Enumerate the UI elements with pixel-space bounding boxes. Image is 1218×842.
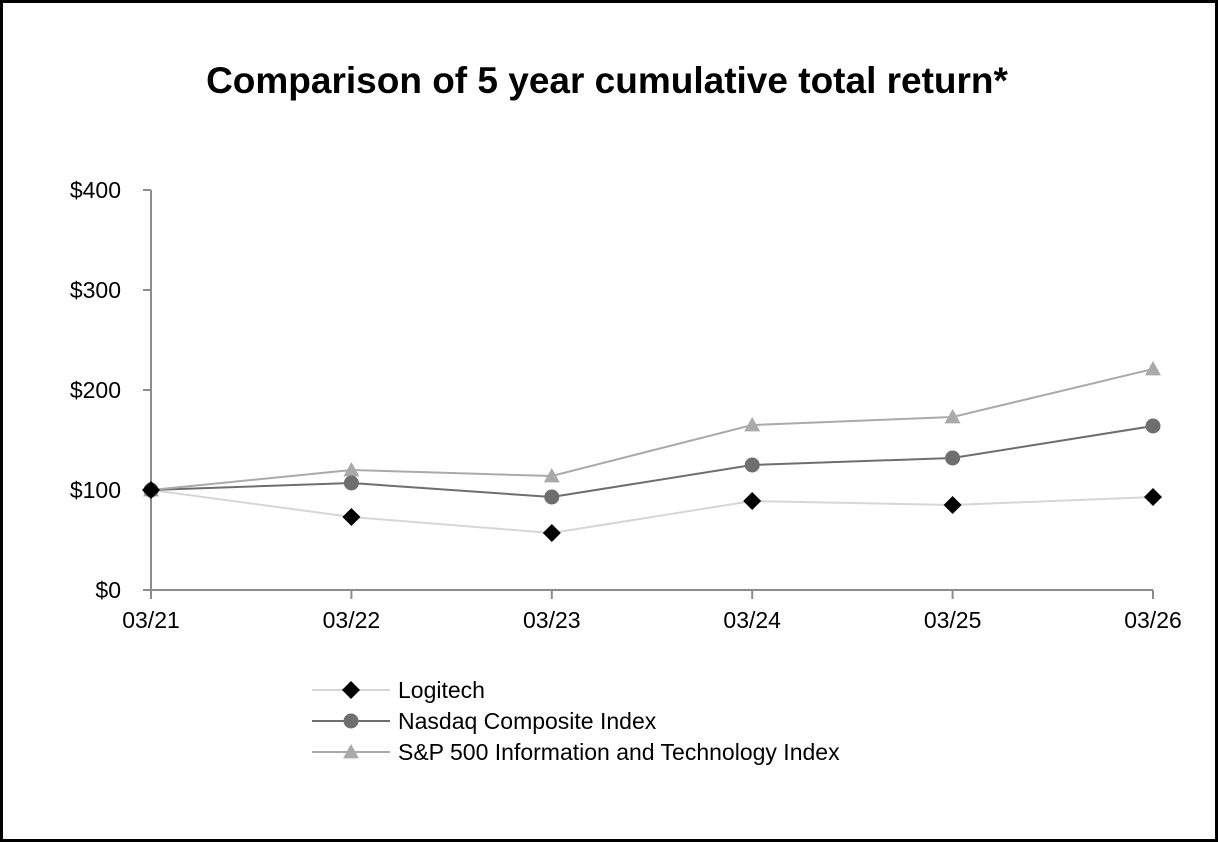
data-point [544, 489, 560, 505]
y-tick-label: $100 [70, 477, 121, 503]
data-point [343, 462, 360, 477]
series-line [150, 425, 1154, 499]
x-tick-label: 03/25 [924, 607, 982, 633]
legend-label: Logitech [398, 677, 485, 703]
y-tick-label: $200 [70, 377, 121, 403]
data-point [1144, 488, 1162, 506]
legend-item: Nasdaq Composite Index [312, 708, 657, 734]
legend-marker [343, 744, 359, 759]
legend-label: S&P 500 Information and Technology Index [398, 739, 840, 765]
series-line [150, 368, 1154, 491]
data-point [744, 417, 761, 432]
data-point [943, 496, 962, 514]
data-point [343, 475, 359, 491]
x-tick-label: 03/21 [122, 607, 180, 633]
data-point [1145, 361, 1161, 376]
series-line [150, 489, 1154, 535]
axes: $0 $100 $200 $300 $400 03/21 03/22 03/23 03/24 03… [70, 177, 1182, 633]
y-tick-label: $400 [70, 177, 121, 203]
data-point [744, 457, 760, 473]
legend-item: S&P 500 Information and Technology Index [312, 739, 840, 765]
data-point [543, 468, 560, 483]
y-tick-label: $0 [95, 577, 121, 603]
x-tick-label: 03/23 [523, 607, 581, 633]
data-point [1145, 418, 1161, 434]
x-tick-label: 03/22 [323, 607, 381, 633]
legend-item: Logitech [312, 677, 485, 703]
data-point [945, 450, 961, 466]
data-point [743, 492, 762, 510]
legend: Logitech Nasdaq Composite Index S&P 500 In… [312, 677, 840, 765]
legend-label: Nasdaq Composite Index [398, 708, 657, 734]
data-point [542, 524, 561, 542]
chart-title: Comparison of 5 year cumulative total re… [206, 60, 1008, 101]
legend-marker [343, 713, 359, 729]
x-tick-label: 03/26 [1124, 607, 1182, 633]
data-point [142, 481, 160, 499]
legend-marker [342, 681, 360, 699]
series-markers [142, 361, 1162, 542]
y-tick-label: $300 [70, 277, 121, 303]
data-point [944, 409, 961, 424]
data-point [342, 508, 361, 526]
series-lines [150, 368, 1154, 535]
x-tick-label: 03/24 [723, 607, 781, 633]
